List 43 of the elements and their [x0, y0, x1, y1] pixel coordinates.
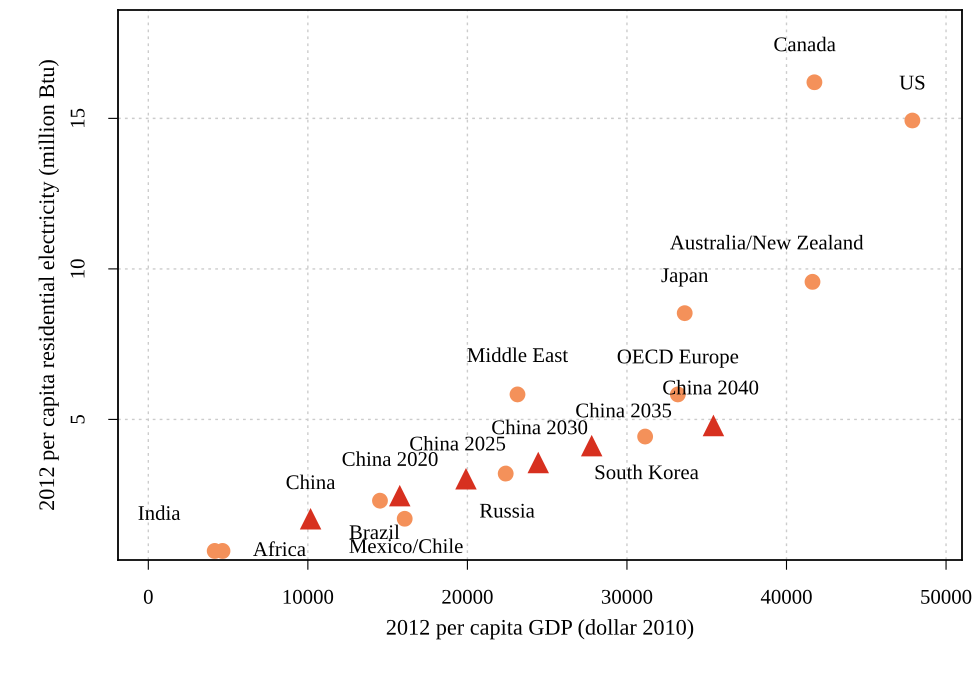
point: [455, 468, 477, 490]
annotation: China 2040: [663, 380, 758, 395]
annotation: Brazil: [350, 524, 400, 540]
point: [372, 492, 388, 509]
y-tick-label: 15: [70, 108, 85, 127]
point: [702, 414, 724, 436]
point: [806, 74, 822, 90]
point: [498, 466, 514, 482]
point: [904, 112, 920, 128]
annotation: Japan: [661, 268, 708, 286]
x-axis-title: 2012 per capita GDP (dollar 2010): [386, 619, 694, 640]
x-tick-label: 10000: [284, 590, 334, 604]
annotation: US: [900, 76, 924, 90]
annotation: India: [138, 505, 180, 520]
y-tick-label: 10: [70, 259, 85, 278]
annotation: China: [286, 474, 336, 490]
point: [580, 434, 602, 456]
annotation: China 2035: [576, 402, 672, 418]
x-tick-label: 0: [144, 590, 153, 604]
x-tick-label: 40000: [760, 590, 812, 604]
annotation: Russia: [480, 504, 535, 518]
annotation: China 2030: [492, 420, 588, 434]
point: [527, 452, 550, 474]
y-tick-label: 5: [70, 415, 85, 424]
x-tick-label: 30000: [602, 590, 652, 604]
point: [300, 508, 322, 530]
annotation: China 2025: [410, 436, 506, 451]
point: [676, 305, 693, 322]
annotation: Mexico/Chile: [349, 538, 463, 554]
annotation: OECD Europe: [618, 350, 738, 368]
annotation: Middle East: [467, 347, 568, 362]
annotation: South Korea: [596, 464, 699, 480]
point: [389, 484, 411, 506]
y-axis-title: 2012 per capita residential electricity (million Btu): [38, 60, 59, 510]
point: [804, 274, 820, 290]
annotation: China 2020: [342, 451, 438, 466]
x-tick-label: 20000: [442, 590, 493, 604]
annotation: Australia/New Zealand: [670, 234, 864, 250]
point: [637, 428, 654, 444]
annotation: Canada: [774, 36, 836, 52]
annotation: Africa: [253, 541, 306, 556]
x-tick-label: 50000: [921, 590, 972, 604]
point: [510, 386, 526, 402]
